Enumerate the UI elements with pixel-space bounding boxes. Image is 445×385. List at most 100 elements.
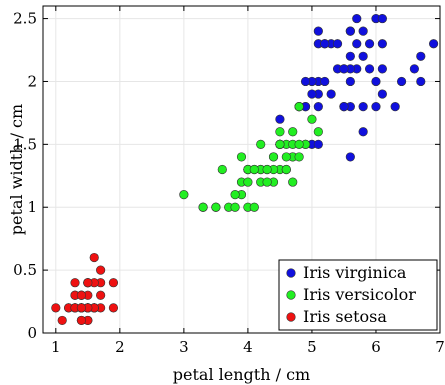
series-iris-virginica <box>275 13 439 162</box>
point-iris-virginica <box>313 26 323 36</box>
point-iris-virginica <box>409 64 419 74</box>
y-tick-label: 2.5 <box>13 10 37 28</box>
point-iris-virginica <box>416 51 426 61</box>
point-iris-setosa <box>108 278 119 288</box>
point-iris-virginica <box>307 89 317 99</box>
point-iris-virginica <box>320 39 330 49</box>
point-iris-setosa <box>76 303 87 313</box>
point-iris-versicolor <box>249 164 259 175</box>
point-iris-versicolor <box>281 152 291 162</box>
point-iris-versicolor <box>288 177 298 187</box>
x-tick-labels: 1 2 3 4 5 6 7 <box>51 338 445 356</box>
legend: Iris virginica Iris versicolor Iris setosa <box>278 259 438 331</box>
x-tick-label: 7 <box>435 338 445 356</box>
point-iris-versicolor <box>198 202 208 212</box>
point-iris-setosa <box>96 290 106 300</box>
point-iris-versicolor <box>268 152 279 162</box>
legend-marker <box>286 312 296 322</box>
data-points <box>51 13 439 326</box>
x-tick-label: 3 <box>179 338 189 356</box>
point-iris-virginica <box>428 39 439 49</box>
point-iris-setosa <box>70 278 80 288</box>
point-iris-virginica <box>358 51 368 61</box>
point-iris-setosa <box>57 315 67 326</box>
point-iris-virginica <box>313 139 323 149</box>
point-iris-virginica <box>364 64 375 74</box>
point-iris-virginica <box>371 102 381 112</box>
plot-frame <box>42 5 441 334</box>
point-iris-versicolor <box>294 139 304 149</box>
point-iris-versicolor <box>179 190 189 200</box>
point-iris-versicolor <box>275 139 285 149</box>
x-axis-label: petal length / cm <box>173 365 310 384</box>
point-iris-versicolor <box>236 152 247 162</box>
point-iris-virginica <box>345 26 355 36</box>
y-tick-label: 2 <box>27 72 37 90</box>
legend-box <box>278 259 438 331</box>
point-iris-virginica <box>416 76 426 87</box>
point-iris-versicolor <box>262 177 272 187</box>
point-iris-setosa <box>83 278 93 288</box>
point-iris-virginica <box>352 13 362 24</box>
point-iris-virginica <box>377 39 387 49</box>
legend-label: Iris virginica <box>303 263 407 282</box>
point-iris-virginica <box>377 13 387 24</box>
y-tick-label: 1 <box>27 198 37 216</box>
legend-marker <box>286 268 296 278</box>
point-iris-virginica <box>320 76 330 87</box>
y-tick-label: 0 <box>27 324 37 342</box>
point-iris-virginica <box>332 39 343 49</box>
point-iris-virginica <box>371 76 381 87</box>
x-tick-label: 1 <box>51 338 61 356</box>
x-tick-label: 5 <box>307 338 317 356</box>
point-iris-versicolor <box>281 164 291 175</box>
point-iris-virginica <box>326 89 336 99</box>
point-iris-virginica <box>300 76 311 87</box>
point-iris-virginica <box>358 26 368 36</box>
legend-marker <box>286 290 296 300</box>
point-iris-setosa <box>76 290 87 300</box>
point-iris-virginica <box>352 39 362 49</box>
point-iris-versicolor <box>294 102 304 112</box>
x-tick-label: 2 <box>115 338 125 356</box>
point-iris-versicolor <box>262 164 272 175</box>
point-iris-virginica <box>364 39 375 49</box>
point-iris-versicolor <box>313 127 323 137</box>
point-iris-versicolor <box>243 177 253 187</box>
point-iris-versicolor <box>275 127 285 137</box>
point-iris-virginica <box>390 102 400 112</box>
point-iris-versicolor <box>230 202 240 212</box>
x-tick-label: 4 <box>243 338 253 356</box>
point-iris-setosa <box>108 303 119 313</box>
point-iris-virginica <box>358 127 368 137</box>
y-axis-label: petal width / cm <box>7 104 26 235</box>
point-iris-virginica <box>345 152 355 162</box>
point-iris-virginica <box>275 114 285 124</box>
point-iris-virginica <box>345 76 355 87</box>
point-iris-virginica <box>377 89 387 99</box>
point-iris-versicolor <box>288 127 298 137</box>
y-tick-label: 1.5 <box>13 135 37 153</box>
x-tick-label: 6 <box>371 338 381 356</box>
point-iris-setosa <box>89 252 99 263</box>
point-iris-versicolor <box>217 164 227 175</box>
point-iris-versicolor <box>307 114 317 124</box>
point-iris-setosa <box>76 315 87 326</box>
legend-label: Iris versicolor <box>303 285 416 304</box>
point-iris-setosa <box>51 303 61 313</box>
point-iris-virginica <box>345 51 355 61</box>
y-tick-label: 0.5 <box>13 261 37 279</box>
point-iris-setosa <box>96 265 106 275</box>
series-iris-setosa <box>51 252 119 326</box>
legend-label: Iris setosa <box>303 307 387 326</box>
point-iris-virginica <box>339 102 349 112</box>
point-iris-versicolor <box>294 152 304 162</box>
point-iris-virginica <box>396 76 407 87</box>
point-iris-virginica <box>377 64 387 74</box>
point-iris-versicolor <box>211 202 221 212</box>
series-iris-versicolor <box>179 102 323 212</box>
point-iris-virginica <box>339 64 349 74</box>
point-iris-virginica <box>358 102 368 112</box>
point-iris-virginica <box>313 102 323 112</box>
